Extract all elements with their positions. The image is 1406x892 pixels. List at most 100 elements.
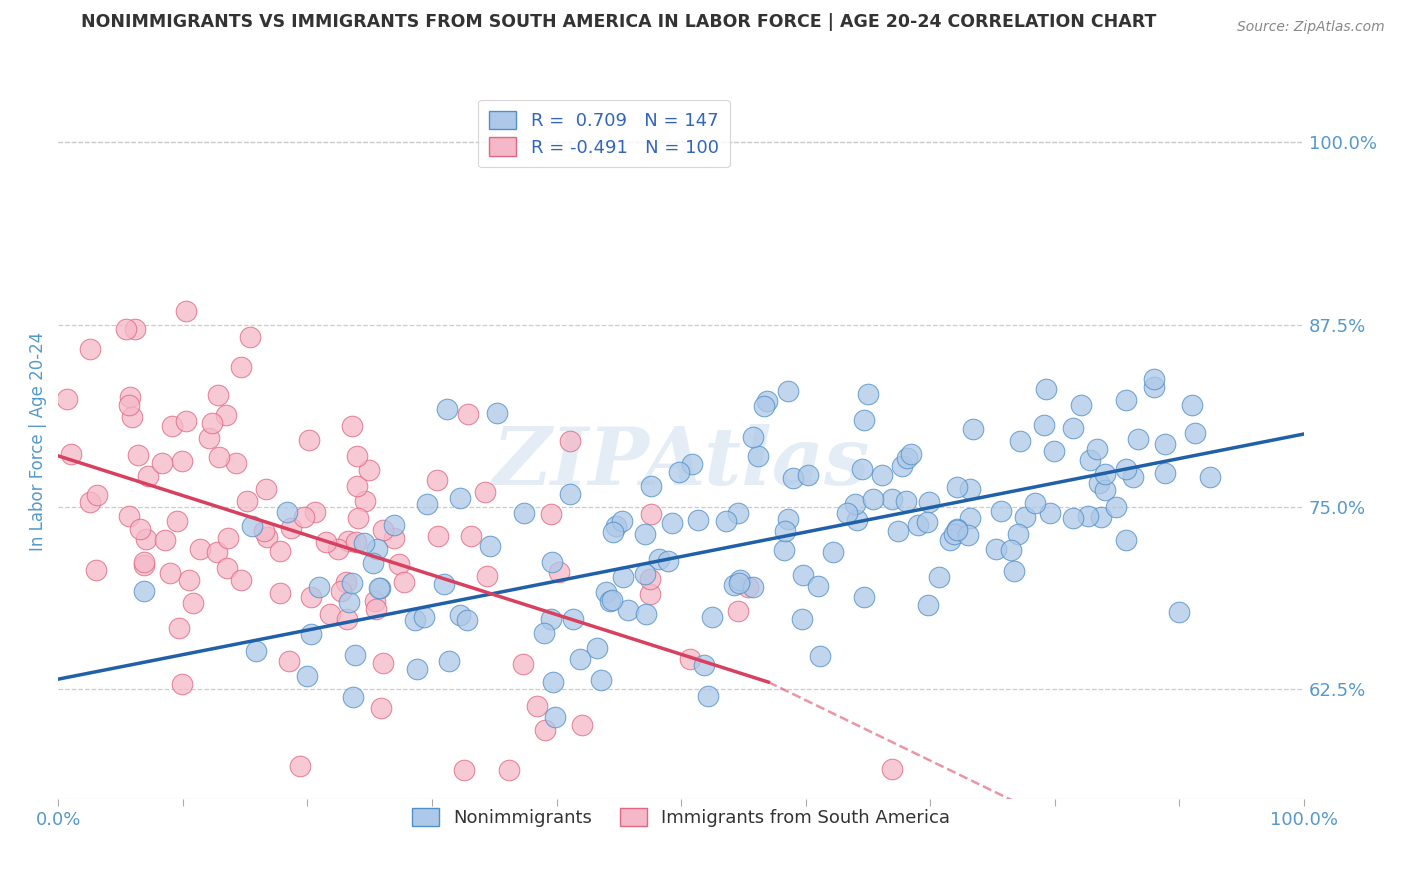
Point <box>562 612 585 626</box>
Point <box>485 407 508 421</box>
Point <box>728 573 751 587</box>
Point <box>256 530 278 544</box>
Point <box>513 506 536 520</box>
Y-axis label: In Labor Force | Age 20-24: In Labor Force | Age 20-24 <box>30 332 46 551</box>
Point <box>541 675 564 690</box>
Point <box>945 480 967 494</box>
Point <box>1032 418 1054 433</box>
Point <box>118 390 141 404</box>
Point <box>277 654 299 668</box>
Point <box>1128 432 1150 446</box>
Point <box>602 524 624 539</box>
Point <box>533 625 555 640</box>
Point <box>335 575 357 590</box>
Point <box>727 604 749 618</box>
Point <box>363 556 385 570</box>
Point <box>236 494 259 508</box>
Point <box>1024 496 1046 510</box>
Point <box>986 542 1008 557</box>
Point <box>792 567 814 582</box>
Point <box>280 521 302 535</box>
Point <box>887 524 910 539</box>
Point <box>946 523 969 537</box>
Point <box>915 515 938 529</box>
Point <box>918 495 941 509</box>
Point <box>326 541 349 556</box>
Point <box>299 590 322 604</box>
Point <box>526 699 548 714</box>
Point <box>837 506 859 520</box>
Point <box>844 497 866 511</box>
Point <box>426 473 449 487</box>
Point <box>366 541 388 556</box>
Point <box>135 532 157 546</box>
Point <box>821 545 844 559</box>
Point <box>544 710 567 724</box>
Point <box>589 673 612 688</box>
Point <box>174 304 197 318</box>
Point <box>754 399 776 413</box>
Point <box>170 454 193 468</box>
Point <box>990 504 1012 518</box>
Point <box>170 677 193 691</box>
Point <box>896 451 918 466</box>
Point <box>1062 511 1084 525</box>
Point <box>894 494 917 508</box>
Point <box>315 535 337 549</box>
Point <box>1035 383 1057 397</box>
Text: NONIMMIGRANTS VS IMMIGRANTS FROM SOUTH AMERICA IN LABOR FORCE | AGE 20-24 CORREL: NONIMMIGRANTS VS IMMIGRANTS FROM SOUTH A… <box>82 13 1156 31</box>
Point <box>368 581 391 595</box>
Point <box>959 482 981 496</box>
Point <box>427 528 450 542</box>
Point <box>807 579 830 593</box>
Point <box>634 607 657 621</box>
Point <box>159 566 181 581</box>
Point <box>1181 399 1204 413</box>
Point <box>1154 466 1177 480</box>
Point <box>686 513 709 527</box>
Point <box>1115 462 1137 476</box>
Point <box>1154 437 1177 451</box>
Point <box>882 762 904 776</box>
Point <box>436 402 458 417</box>
Point <box>797 467 820 482</box>
Point <box>938 533 960 548</box>
Point <box>1008 434 1031 449</box>
Point <box>1070 398 1092 412</box>
Point <box>1143 380 1166 394</box>
Point <box>136 468 159 483</box>
Point <box>1088 476 1111 491</box>
Point <box>1115 393 1137 408</box>
Point <box>160 419 183 434</box>
Point <box>1043 443 1066 458</box>
Point <box>79 495 101 509</box>
Point <box>121 410 143 425</box>
Point <box>560 487 582 501</box>
Point <box>292 510 315 524</box>
Point <box>1094 483 1116 498</box>
Point <box>208 450 231 465</box>
Point <box>215 409 238 423</box>
Point <box>346 511 368 525</box>
Point <box>640 587 662 601</box>
Point <box>747 449 769 463</box>
Point <box>1007 526 1029 541</box>
Point <box>86 564 108 578</box>
Point <box>346 479 368 493</box>
Point <box>741 429 763 443</box>
Point <box>634 527 657 541</box>
Point <box>198 431 221 445</box>
Point <box>269 544 291 558</box>
Point <box>231 573 253 587</box>
Point <box>404 613 426 627</box>
Point <box>1168 605 1191 619</box>
Point <box>634 566 657 581</box>
Point <box>547 565 569 579</box>
Point <box>1142 371 1164 385</box>
Point <box>115 322 138 336</box>
Point <box>1039 506 1062 520</box>
Point <box>449 491 471 506</box>
Point <box>1000 543 1022 558</box>
Point <box>371 656 394 670</box>
Point <box>354 494 377 508</box>
